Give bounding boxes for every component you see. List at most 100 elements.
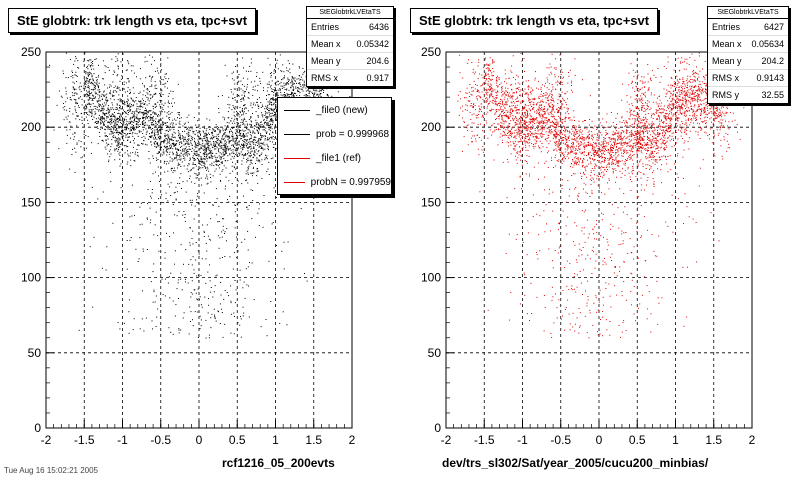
data-point xyxy=(241,154,243,156)
data-point xyxy=(243,145,245,147)
data-point xyxy=(219,145,221,147)
data-point xyxy=(103,91,105,93)
data-point xyxy=(153,119,155,121)
data-point xyxy=(648,156,650,158)
data-point xyxy=(302,79,304,81)
data-point xyxy=(105,135,107,136)
data-point xyxy=(86,112,88,113)
data-point xyxy=(286,67,288,69)
data-point xyxy=(244,91,246,92)
data-point xyxy=(262,71,264,73)
data-point xyxy=(151,84,153,86)
data-point xyxy=(195,151,197,153)
data-point xyxy=(89,104,91,105)
data-point xyxy=(100,119,101,121)
data-point xyxy=(206,166,208,168)
data-point xyxy=(694,114,696,116)
data-point xyxy=(131,121,133,123)
data-point xyxy=(161,107,163,109)
data-point xyxy=(547,137,549,139)
data-point xyxy=(502,94,504,96)
data-point xyxy=(168,137,170,139)
data-point xyxy=(167,126,169,128)
data-point xyxy=(194,159,195,161)
data-point xyxy=(291,92,292,94)
data-point xyxy=(220,131,221,133)
data-point xyxy=(701,108,703,110)
data-point xyxy=(196,144,198,146)
data-point xyxy=(180,141,182,143)
data-point xyxy=(651,159,653,161)
data-point xyxy=(66,129,68,131)
data-point xyxy=(143,114,145,116)
data-point xyxy=(266,98,267,100)
data-point xyxy=(642,138,644,140)
data-point xyxy=(215,146,217,147)
data-point xyxy=(249,262,250,264)
data-point xyxy=(497,116,499,118)
data-point xyxy=(223,119,225,121)
data-point xyxy=(499,113,501,115)
data-point xyxy=(87,103,89,105)
data-point xyxy=(76,93,78,95)
data-point xyxy=(260,138,262,140)
data-point xyxy=(626,125,628,127)
data-point xyxy=(192,155,194,157)
data-point xyxy=(307,89,309,91)
data-point xyxy=(205,157,207,159)
data-point xyxy=(697,92,699,94)
data-point xyxy=(268,107,270,109)
x-tick-label: -1 xyxy=(517,433,528,447)
data-point xyxy=(243,136,245,138)
data-point xyxy=(235,132,236,134)
data-point xyxy=(106,145,108,147)
data-point xyxy=(108,159,110,161)
data-point xyxy=(117,53,119,55)
data-point xyxy=(142,111,144,113)
data-point xyxy=(243,141,245,142)
data-point xyxy=(116,103,118,105)
data-point xyxy=(707,110,709,111)
data-point xyxy=(246,147,248,149)
data-point xyxy=(527,96,529,98)
data-point xyxy=(558,149,560,150)
data-point xyxy=(236,236,237,238)
data-point xyxy=(206,148,207,150)
data-point xyxy=(244,95,246,97)
data-point xyxy=(127,101,129,103)
data-point xyxy=(84,87,86,89)
data-point xyxy=(132,99,134,101)
data-point xyxy=(73,138,75,140)
data-point xyxy=(196,275,198,277)
data-point xyxy=(99,94,101,96)
data-point xyxy=(651,138,653,140)
data-point xyxy=(262,87,264,89)
data-point xyxy=(143,135,145,137)
data-point xyxy=(234,149,236,151)
data-point xyxy=(86,103,88,105)
data-point xyxy=(155,137,156,138)
data-point xyxy=(165,137,167,139)
data-point xyxy=(119,126,121,128)
data-point xyxy=(596,160,598,162)
data-point xyxy=(265,116,267,118)
data-point xyxy=(115,141,117,143)
data-point xyxy=(154,301,156,303)
data-point xyxy=(126,78,128,80)
data-point xyxy=(638,113,640,115)
data-point xyxy=(242,122,244,124)
data-point xyxy=(167,151,169,153)
data-point xyxy=(134,138,135,140)
data-point xyxy=(495,119,496,120)
data-point xyxy=(85,84,87,86)
data-point xyxy=(274,148,276,150)
data-point xyxy=(160,147,161,149)
data-point xyxy=(167,80,168,82)
data-point xyxy=(157,132,159,134)
data-point xyxy=(138,120,140,122)
data-point xyxy=(78,98,80,100)
data-point xyxy=(94,97,96,99)
data-point xyxy=(186,153,188,155)
data-point xyxy=(224,323,226,325)
data-point xyxy=(280,85,282,87)
